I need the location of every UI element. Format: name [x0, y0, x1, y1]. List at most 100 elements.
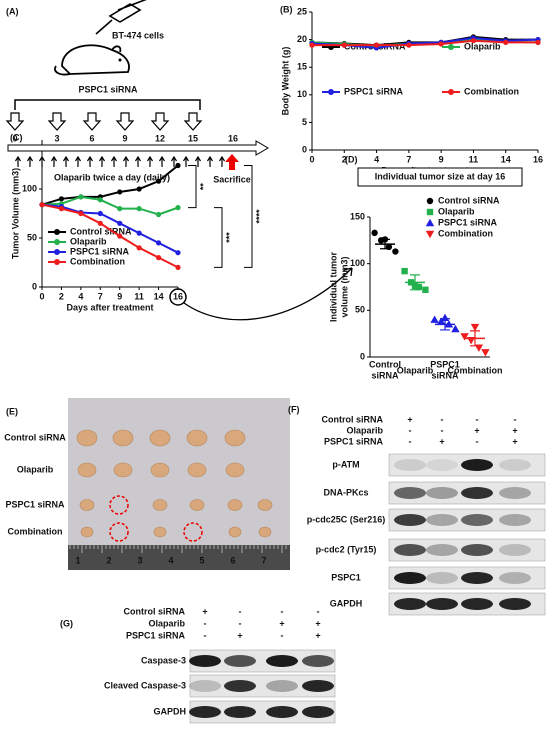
point	[503, 39, 509, 45]
sign: +	[474, 425, 479, 435]
tumor	[258, 526, 272, 538]
y-axis-label: Tumor Volume (mm3)	[10, 168, 20, 259]
tumor	[152, 499, 168, 511]
band	[499, 487, 531, 499]
dose-arrow	[110, 155, 118, 167]
point	[78, 194, 84, 200]
legend-label: Combination	[464, 86, 519, 96]
point	[470, 38, 477, 44]
blot-label: GAPDH	[153, 706, 186, 716]
point	[155, 240, 162, 246]
band	[461, 514, 493, 526]
band	[189, 706, 221, 718]
bracket	[214, 207, 223, 268]
legend-label: PSPC1 siRNA	[344, 86, 404, 96]
ruler-number: 2	[106, 555, 111, 565]
row-label: PSPC1 siRNA	[5, 499, 65, 509]
day-label: 12	[155, 133, 165, 143]
point	[97, 210, 103, 217]
sign: +	[279, 618, 284, 628]
x-tick-label: 0	[309, 154, 314, 164]
legend-dot	[54, 229, 60, 235]
chart-title: Individual tumor size at day 16	[375, 171, 506, 181]
missing-tumor	[109, 495, 129, 515]
sign: +	[407, 414, 412, 424]
dose-arrow	[38, 155, 46, 167]
legend-dot	[54, 259, 60, 265]
sign: -	[281, 606, 284, 616]
marker	[425, 230, 435, 239]
marker	[451, 324, 460, 333]
point	[155, 178, 162, 184]
marker	[481, 349, 490, 357]
marker	[436, 317, 446, 325]
sign: +	[202, 606, 207, 616]
dose-arrow	[182, 155, 190, 167]
point	[136, 206, 142, 212]
condition-label: Olaparib	[346, 425, 383, 435]
blot-label: DNA-PKcs	[323, 487, 368, 497]
injection-arrow	[115, 112, 135, 131]
y-tick-label: 50	[27, 232, 37, 242]
sign: -	[409, 436, 412, 446]
x-tick-label: Combination	[448, 365, 503, 375]
arrow-head	[343, 267, 353, 277]
dose-arrow	[74, 155, 82, 167]
band	[426, 572, 458, 584]
blot-label: p-cdc2 (Tyr15)	[316, 544, 377, 554]
dose-arrow	[86, 155, 94, 167]
dose-arrow	[218, 155, 226, 167]
missing-tumor	[109, 522, 129, 542]
point	[155, 255, 162, 261]
sign: -	[441, 414, 444, 424]
tumor	[149, 429, 171, 447]
legend-dot	[54, 249, 60, 255]
point	[136, 230, 142, 236]
sign: +	[237, 630, 242, 640]
tumor	[153, 526, 167, 538]
injection-arrow	[82, 112, 102, 131]
x-tick-label: 2	[59, 291, 64, 301]
syringe	[95, 0, 147, 35]
panel-label: (G)	[60, 618, 73, 628]
panel-label: (D)	[345, 154, 358, 164]
connector	[183, 267, 353, 321]
y-tick-label: 100	[350, 258, 365, 268]
y-tick-label: 0	[360, 351, 365, 361]
day-label: 16	[228, 133, 238, 143]
day-label: 6	[89, 133, 94, 143]
dose-arrow	[122, 155, 130, 167]
condition-label: PSPC1 siRNA	[324, 436, 384, 446]
highlight-circle	[169, 288, 187, 306]
band	[499, 514, 531, 526]
x-tick-label: 16	[173, 291, 183, 301]
point	[175, 264, 181, 270]
sign: -	[204, 630, 207, 640]
significance: **	[198, 183, 208, 191]
day-label: 0	[12, 133, 17, 143]
tumor	[150, 462, 170, 478]
day-label: 9	[122, 133, 127, 143]
point	[58, 206, 65, 212]
injection-arrow	[5, 112, 25, 131]
band	[461, 544, 493, 556]
dose-arrow	[62, 155, 70, 167]
significance: ****	[254, 209, 264, 224]
x-tick-label: 11	[134, 291, 144, 301]
x-tick-label: 4	[374, 154, 379, 164]
point	[309, 42, 315, 48]
blot	[189, 674, 336, 698]
legend-dot	[54, 239, 60, 245]
sign: -	[317, 606, 320, 616]
condition-label: Olaparib	[148, 618, 185, 628]
band	[266, 655, 298, 667]
ruler-number: 6	[230, 555, 235, 565]
significance: ***	[224, 232, 234, 243]
marker	[415, 283, 423, 291]
panel-label: (F)	[288, 404, 300, 414]
condition-label: Control siRNA	[322, 414, 384, 424]
sign: -	[204, 618, 207, 628]
x-tick-label: 9	[439, 154, 444, 164]
series-line	[41, 164, 179, 206]
